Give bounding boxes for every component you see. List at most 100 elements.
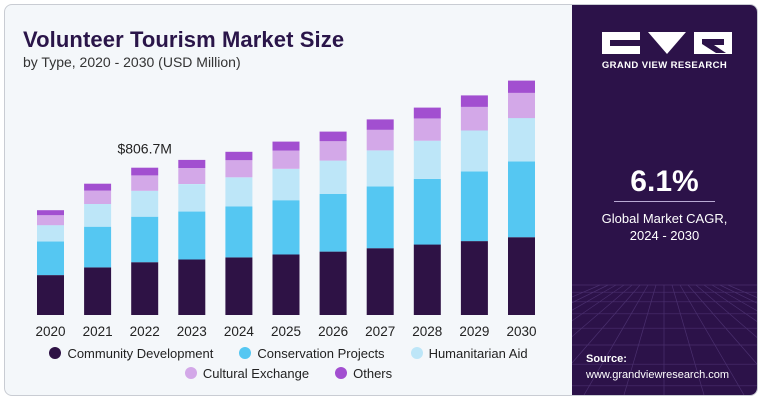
legend-swatch <box>335 367 348 379</box>
bar-segment-conservation-projects-2030 <box>508 161 535 238</box>
x-tick-label: 2030 <box>506 324 536 339</box>
bar-segment-humanitarian-aid-2021 <box>84 204 112 227</box>
bar-segment-community-development-2030 <box>508 237 535 315</box>
source-label: Source: <box>586 353 627 365</box>
legend-item-community-development: Community Development <box>49 346 213 361</box>
bar-segment-cultural-exchange-2030 <box>508 92 535 119</box>
bar-segment-community-development-2027 <box>366 248 394 315</box>
cagr-label-line1: Global Market CAGR, <box>601 211 728 226</box>
bar-segment-humanitarian-aid-2025 <box>272 168 300 201</box>
bar-segment-humanitarian-aid-2030 <box>508 118 535 162</box>
bar-segment-humanitarian-aid-2024 <box>225 177 253 207</box>
bar-segment-conservation-projects-2024 <box>225 206 253 258</box>
grid-line <box>695 284 757 338</box>
grand-view-research-logo <box>602 32 732 54</box>
bar-segment-community-development-2028 <box>413 244 441 315</box>
x-tick-label: 2022 <box>130 324 160 339</box>
legend-label: Conservation Projects <box>257 345 385 361</box>
grid-line <box>687 284 757 365</box>
bar-segment-others-2021 <box>84 183 112 191</box>
grid-line <box>711 284 757 312</box>
data-label-2022: $806.7M <box>117 141 171 157</box>
grid-line <box>623 284 657 395</box>
bar-segment-cultural-exchange-2026 <box>319 141 347 161</box>
bar-segment-community-development-2022 <box>131 262 159 315</box>
bar-segment-humanitarian-aid-2027 <box>366 150 394 187</box>
grid-line <box>671 284 705 395</box>
bar-segment-community-development-2023 <box>178 259 206 315</box>
x-tick-label: 2026 <box>318 324 348 339</box>
bar-segment-conservation-projects-2023 <box>178 211 206 260</box>
cagr-value: 6.1% <box>630 165 699 198</box>
legend-swatch <box>184 367 197 379</box>
bar-segment-others-2025 <box>272 141 300 151</box>
bar-segment-cultural-exchange-2022 <box>131 175 159 191</box>
grid-line <box>572 284 641 364</box>
x-tick-label: 2028 <box>412 324 442 339</box>
bar-segment-others-2028 <box>413 107 441 119</box>
bar-segment-community-development-2024 <box>225 257 253 315</box>
bar-segment-conservation-projects-2026 <box>319 194 347 252</box>
bar-segment-community-development-2029 <box>460 241 488 315</box>
brand-panel: GRAND VIEW RESEARCH 6.1% Global Market C… <box>572 5 757 395</box>
bar-segment-community-development-2025 <box>272 254 300 315</box>
legend-swatch <box>239 347 252 359</box>
legend-label: Cultural Exchange <box>202 365 310 381</box>
legend-row: Cultural Exchange Others <box>5 363 572 383</box>
x-tick-label: 2025 <box>271 324 301 339</box>
bar-segment-cultural-exchange-2020 <box>37 215 64 226</box>
grid-line <box>583 284 649 395</box>
bar-segment-cultural-exchange-2021 <box>84 190 112 204</box>
bar-segment-others-2030 <box>508 80 535 93</box>
bar-segment-community-development-2021 <box>84 267 112 315</box>
cagr-divider <box>614 201 715 202</box>
legend-label: Humanitarian Aid <box>428 345 528 361</box>
legend-item-others: Others <box>335 366 392 381</box>
legend-label: Others <box>353 365 393 381</box>
bar-segment-conservation-projects-2027 <box>366 186 394 249</box>
chart-legend: Community Development Conservation Projec… <box>5 343 572 383</box>
legend-label: Community Development <box>67 345 214 361</box>
grid-line <box>703 284 757 322</box>
chart-title: Volunteer Tourism Market Size <box>23 27 345 52</box>
source-link[interactable]: www.grandviewresearch.com <box>586 369 730 381</box>
x-tick-label: 2020 <box>35 324 65 339</box>
grid-line <box>572 284 617 311</box>
bar-segment-others-2024 <box>225 151 253 161</box>
bar-segment-cultural-exchange-2023 <box>178 167 206 184</box>
bar-segment-cultural-exchange-2024 <box>225 160 253 178</box>
legend-swatch <box>410 347 423 359</box>
x-tick-label: 2027 <box>365 324 395 339</box>
grid-line <box>572 284 625 322</box>
chart-panel: Volunteer Tourism Market Size by Type, 2… <box>5 5 572 395</box>
bar-segment-cultural-exchange-2027 <box>366 129 394 151</box>
x-tick-label: 2023 <box>177 324 207 339</box>
chart-card: Volunteer Tourism Market Size by Type, 2… <box>4 4 758 396</box>
legend-row: Community Development Conservation Projec… <box>5 343 572 363</box>
cagr-label: Global Market CAGR, 2024 - 2030 <box>572 210 757 244</box>
bar-segment-conservation-projects-2025 <box>272 200 300 255</box>
chart-subtitle: by Type, 2020 - 2030 (USD Million) <box>23 54 241 70</box>
grid-line <box>572 284 633 338</box>
bar-segment-conservation-projects-2029 <box>460 171 488 242</box>
bar-segment-cultural-exchange-2028 <box>413 118 441 141</box>
legend-swatch <box>49 347 62 359</box>
bar-segment-conservation-projects-2020 <box>37 241 64 276</box>
legend-item-cultural-exchange: Cultural Exchange <box>184 365 310 381</box>
bar-segment-others-2026 <box>319 131 347 142</box>
bar-segment-community-development-2020 <box>37 275 64 315</box>
x-tick-label: 2021 <box>83 324 113 339</box>
decorative-grid <box>572 284 757 395</box>
stacked-bar-chart: 2020 2021 2022 2023 2024 2025 2026 2027 2028 2029… <box>35 80 537 339</box>
x-tick-label: 2024 <box>224 324 255 339</box>
x-tick-label: 2029 <box>459 324 489 339</box>
bar-segment-humanitarian-aid-2029 <box>460 130 488 172</box>
legend-item-humanitarian-aid: Humanitarian Aid <box>410 345 528 361</box>
bar-segment-humanitarian-aid-2022 <box>131 190 159 217</box>
bar-segment-others-2020 <box>37 210 64 216</box>
legend-item-conservation-projects: Conservation Projects <box>239 345 385 361</box>
bar-segment-community-development-2026 <box>319 251 347 315</box>
bar-segment-others-2029 <box>460 95 488 107</box>
brand-name: GRAND VIEW RESEARCH <box>601 60 728 71</box>
bar-segment-conservation-projects-2021 <box>84 226 112 268</box>
